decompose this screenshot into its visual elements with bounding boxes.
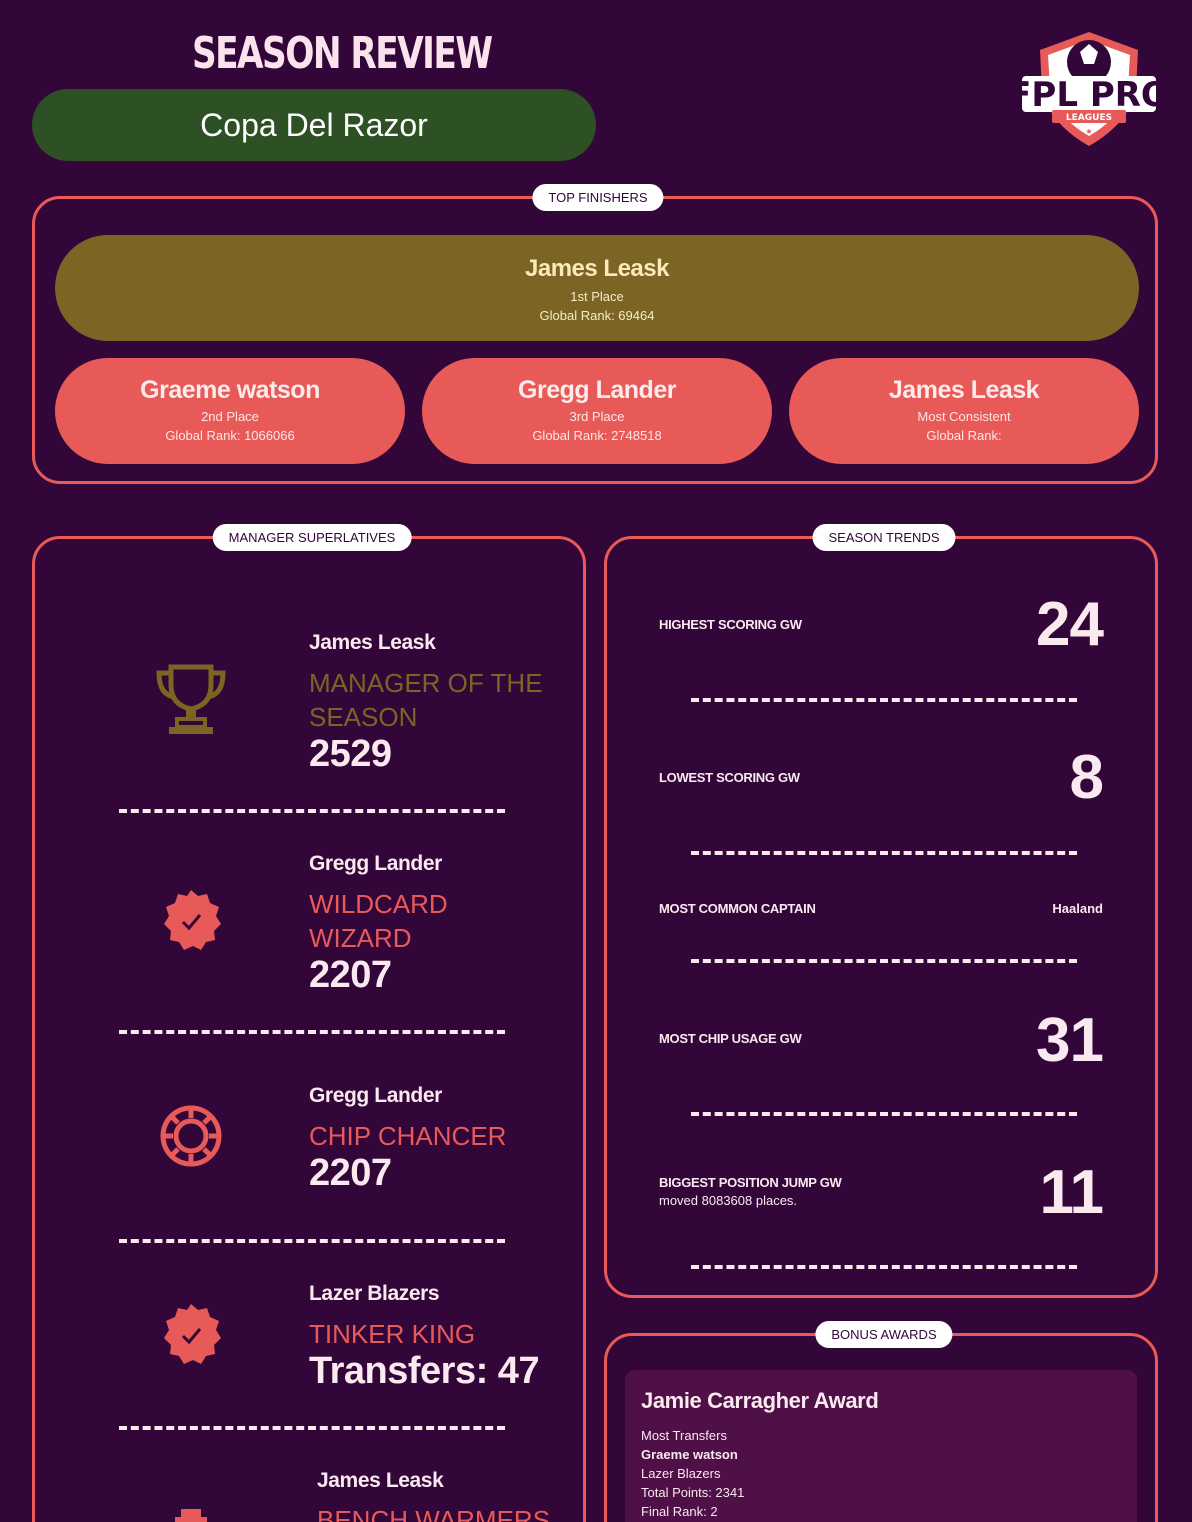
league-name-pill: Copa Del Razor [32,89,596,161]
bonus-award-card: Jamie Carragher Award Most Transfers Gra… [625,1370,1137,1522]
season-trends-panel: SEASON TRENDS HIGHEST SCORING GW 24 LOWE… [604,524,1158,1298]
third-place-label: 3rd Place [569,409,625,424]
bonus-awards-tag: BONUS AWARDS [815,1321,953,1348]
superlative-manager: Lazer Blazers [309,1282,440,1305]
second-place-rank: Global Rank: 1066066 [165,428,295,443]
bonus-award-title: Jamie Carragher Award [641,1388,879,1413]
divider [691,851,1077,855]
manager-superlatives-tag: MANAGER SUPERLATIVES [212,524,412,551]
top-finishers-panel: TOP FINISHERS James Leask 1st Place Glob… [32,184,1158,484]
trend-label: HIGHEST SCORING GW [659,617,802,632]
verified-badge-icon [164,890,221,950]
superlative-award: BENCH WARMERS [317,1505,551,1522]
superlative-award: WILDCARD WIZARD [309,889,448,953]
league-name: Copa Del Razor [200,106,428,143]
superlative-manager: James Leask [309,631,436,654]
trend-value: Haaland [1052,901,1103,916]
second-place-label: 2nd Place [201,409,259,424]
superlative-award: TINKER KING [309,1319,476,1349]
superlative-manager: Gregg Lander [309,852,442,875]
third-place-pill: Gregg Lander 3rd Place Global Rank: 2748… [422,358,772,464]
second-place-name: Graeme watson [140,376,320,404]
logo-text: FPL PRO [1018,75,1160,115]
superlative-value: 2207 [309,954,392,996]
manager-superlatives-panel: MANAGER SUPERLATIVES James Leask MANAGER… [32,524,586,1522]
divider [691,1265,1077,1269]
divider [119,1426,505,1430]
most-consistent-rank: Global Rank: [926,428,1002,443]
trend-label: MOST COMMON CAPTAIN [659,901,816,916]
superlative-award: CHIP CHANCER [309,1121,507,1151]
superlative-value: 2529 [309,733,392,775]
trophy-icon [156,664,226,734]
bench-icon [175,1509,207,1522]
fpl-pro-leagues-logo: FPL PRO LEAGUES ★ [1018,32,1160,146]
logo-subtext: LEAGUES [1066,113,1112,123]
divider [691,1112,1077,1116]
most-consistent-pill: James Leask Most Consistent Global Rank: [789,358,1139,464]
trend-label: BIGGEST POSITION JUMP GW [659,1175,842,1190]
first-place-pill: James Leask 1st Place Global Rank: 69464 [55,235,1139,341]
superlative-manager: James Leask [317,1469,444,1492]
most-consistent-label: Most Consistent [917,409,1011,424]
divider [119,1239,505,1243]
bonus-award-category: Most Transfers [641,1428,727,1443]
second-place-pill: Graeme watson 2nd Place Global Rank: 106… [55,358,405,464]
first-place-label: 1st Place [570,289,624,304]
most-consistent-name: James Leask [888,376,1040,404]
trend-value: 8 [1069,743,1104,812]
first-place-rank: Global Rank: 69464 [539,308,655,323]
trend-value: 31 [1036,1006,1104,1075]
top-finishers-tag: TOP FINISHERS [532,184,664,211]
svg-text:★: ★ [1085,127,1092,136]
bonus-award-team: Lazer Blazers [641,1466,721,1481]
poker-chip-icon [160,1105,222,1167]
divider [119,809,505,813]
bonus-award-rank: Final Rank: 2 [641,1504,718,1519]
trend-value: 24 [1036,590,1104,659]
trend-label: LOWEST SCORING GW [659,770,800,785]
superlative-value: 2207 [309,1152,392,1194]
superlative-award: MANAGER OF THE SEASON [309,668,543,732]
divider [691,959,1077,963]
trend-value: 11 [1039,1158,1104,1227]
third-place-rank: Global Rank: 2748518 [532,428,662,443]
season-trends-tag: SEASON TRENDS [812,524,956,551]
third-place-name: Gregg Lander [518,376,676,404]
trend-sub: moved 8083608 places. [659,1193,798,1208]
bonus-award-points: Total Points: 2341 [641,1485,745,1500]
bonus-award-manager: Graeme watson [641,1447,738,1462]
first-place-name: James Leask [525,255,669,282]
bonus-awards-panel: BONUS AWARDS Jamie Carragher Award Most … [604,1321,1158,1522]
divider [119,1030,505,1034]
page-title: SEASON REVIEW [192,28,493,79]
divider [691,698,1077,702]
superlative-manager: Gregg Lander [309,1084,442,1107]
verified-badge-icon [164,1304,221,1364]
trend-label: MOST CHIP USAGE GW [659,1031,802,1046]
superlative-value: Transfers: 47 [309,1350,540,1392]
